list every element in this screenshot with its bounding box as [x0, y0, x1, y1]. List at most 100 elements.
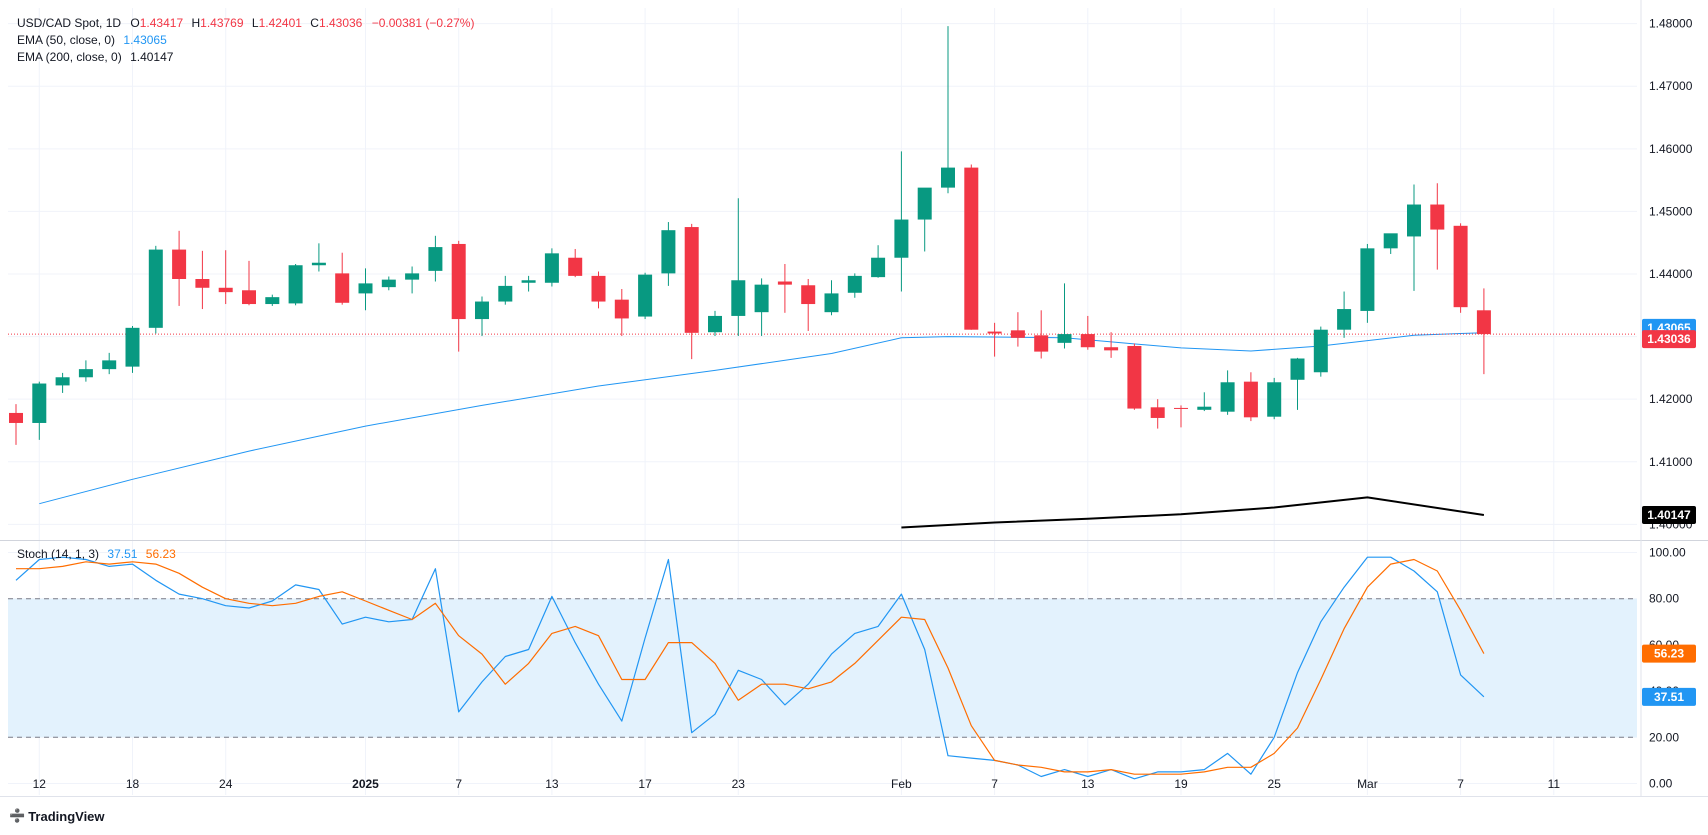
- candle-body: [1127, 345, 1142, 409]
- candle-body: [871, 257, 886, 278]
- candle-body: [941, 167, 955, 188]
- time-tick-label: 24: [219, 777, 233, 791]
- time-tick-label: 25: [1268, 777, 1282, 791]
- candle-body: [964, 167, 979, 330]
- time-tick-label: 12: [33, 777, 47, 791]
- candle-body: [614, 299, 629, 319]
- price-tick-label: 1.41000: [1649, 455, 1693, 469]
- candle-body: [568, 257, 583, 276]
- candle-body: [218, 287, 233, 293]
- last-close-price-tag: 1.43036: [1647, 332, 1691, 346]
- price-legend: USD/CAD Spot, 1D O1.43417 H1.43769 L1.42…: [17, 16, 474, 31]
- candle-body: [824, 293, 839, 313]
- candle-body: [1197, 406, 1212, 410]
- candle-body: [1290, 358, 1305, 380]
- stoch-k-value: 37.51: [107, 547, 138, 561]
- candle-body: [1010, 330, 1025, 338]
- candle-body: [78, 369, 93, 378]
- ema200-legend: EMA (200, close, 0) 1.40147: [17, 50, 173, 65]
- candle-body: [1034, 335, 1049, 352]
- candle-body: [381, 279, 396, 288]
- price-tick-label: 1.46000: [1649, 142, 1693, 156]
- candle-body: [684, 227, 699, 333]
- symbol-label: USD/CAD Spot, 1D: [17, 16, 122, 30]
- candle-body: [987, 331, 1002, 334]
- candle-body: [1476, 310, 1491, 335]
- candle-body: [1267, 382, 1282, 417]
- candle-body: [777, 281, 792, 285]
- candle-body: [917, 187, 932, 220]
- stoch-tick-label: 20.00: [1649, 730, 1679, 744]
- last-close-price-tag-bg: [1642, 330, 1696, 349]
- candle-body: [428, 247, 443, 271]
- candle-body: [451, 243, 466, 320]
- stoch-label: Stoch (14, 1, 3): [17, 547, 100, 561]
- time-tick-label: Mar: [1357, 777, 1378, 791]
- stoch-d-tag: 56.23: [1654, 647, 1684, 661]
- candle-body: [102, 360, 117, 370]
- candle-body: [335, 273, 350, 303]
- candle-body: [708, 315, 722, 333]
- candle-body: [661, 230, 676, 274]
- ema200-price-tag-bg: [1642, 505, 1696, 524]
- tradingview-logo-text: TradingView: [28, 808, 105, 824]
- tradingview-logo[interactable]: ➗ TradingView: [9, 808, 105, 824]
- price-tick-label: 1.42000: [1649, 392, 1693, 406]
- candle-body: [242, 290, 256, 305]
- time-tick-label: 23: [732, 777, 746, 791]
- ema200-price-tag: 1.40147: [1647, 508, 1691, 522]
- time-tick-label: 13: [545, 777, 559, 791]
- candle-body: [1453, 225, 1468, 308]
- candle-body: [32, 383, 47, 423]
- candle-body: [148, 249, 163, 328]
- candle-body: [498, 285, 513, 302]
- time-tick-label: 11: [1548, 777, 1561, 791]
- ema200-label: EMA (200, close, 0): [17, 50, 122, 64]
- candle-body: [55, 377, 70, 386]
- ema200-line: [901, 496, 1485, 529]
- candle-body: [847, 275, 862, 293]
- stoch-d-line: [16, 558, 1485, 775]
- low-value: 1.42401: [258, 16, 302, 30]
- stoch-tick-label: 80.00: [1649, 592, 1679, 606]
- candle-body: [1057, 334, 1072, 343]
- time-tick-label: Feb: [891, 777, 912, 791]
- candle-body: [475, 301, 489, 320]
- time-tick-label: 19: [1174, 777, 1188, 791]
- candle-body: [1174, 407, 1188, 409]
- candle-body: [731, 280, 746, 316]
- candle-body: [591, 275, 606, 302]
- high-value: 1.43769: [200, 16, 244, 30]
- candle-body: [405, 273, 420, 280]
- ema50-label: EMA (50, close, 0): [17, 33, 116, 47]
- candle-body: [638, 274, 653, 317]
- candle-body: [1313, 329, 1328, 373]
- time-tick-label: 2025: [352, 777, 379, 791]
- candle-body: [125, 327, 140, 367]
- candle-body: [288, 265, 303, 304]
- stoch-legend: Stoch (14, 1, 3) 37.51 56.23: [17, 547, 176, 562]
- price-tick-label: 1.48000: [1649, 17, 1693, 31]
- candle-body: [9, 412, 23, 423]
- stoch-tick-label: 0.00: [1649, 776, 1673, 790]
- price-tick-label: 1.45000: [1649, 204, 1693, 218]
- low-label: L: [251, 16, 259, 30]
- candle-body: [1220, 382, 1235, 412]
- close-label: C: [310, 16, 319, 30]
- candle-body: [1104, 347, 1119, 351]
- stoch-tick-label: 100.00: [1649, 546, 1686, 560]
- candle-body: [358, 283, 373, 294]
- ema50-value: 1.43065: [123, 33, 167, 47]
- price-tick-label: 1.47000: [1649, 79, 1693, 93]
- candle-body: [311, 262, 326, 266]
- candle-body: [521, 280, 536, 283]
- stoch-d-tag-bg: [1642, 644, 1696, 663]
- candle-body: [1150, 407, 1165, 418]
- stoch-d-value: 56.23: [145, 547, 176, 561]
- candle-body: [1407, 204, 1421, 237]
- candle-body: [544, 253, 559, 283]
- candle-body: [1080, 334, 1095, 348]
- change-value: −0.00381 (−0.27%): [371, 16, 475, 30]
- open-value: 1.43417: [139, 16, 184, 30]
